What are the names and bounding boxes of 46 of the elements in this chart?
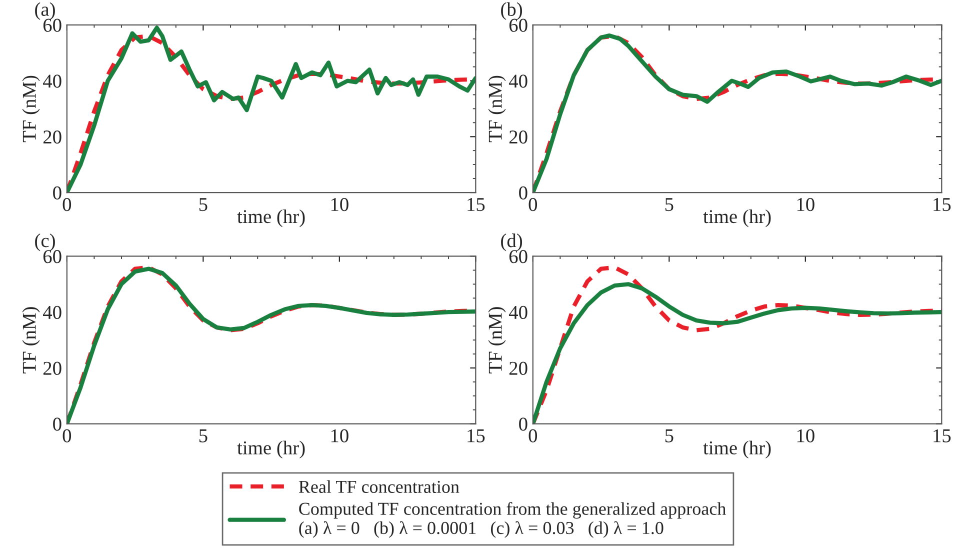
chart-title: (b) (501, 2, 522, 20)
y-tick-label: 20 (43, 130, 62, 144)
y-tick-label: 60 (43, 250, 62, 264)
chart-title: (d) (501, 234, 522, 252)
x-axis-title: time (hr) (703, 440, 771, 458)
y-tick-label: 0 (519, 186, 528, 200)
y-tick-label: 0 (53, 418, 62, 431)
y-axis-title: TF (nM) (22, 307, 40, 374)
legend-label: Computed TF concentration from the generalized approach (a) λ = 0 (b) λ = 0.0001 (c) λ = 0.03 (d) λ = 1.0 (299, 502, 726, 538)
x-tick-label: 5 (665, 429, 674, 442)
y-tick-label: 0 (519, 418, 528, 431)
x-tick-label: 10 (797, 198, 814, 212)
y-tick-label: 40 (42, 74, 62, 88)
y-axis-title: TF (nM) (22, 76, 40, 142)
x-tick-label: 15 (934, 198, 951, 212)
x-tick-label: 5 (199, 198, 208, 212)
x-tick-label: 15 (934, 429, 951, 442)
x-tick-label: 15 (468, 198, 485, 212)
y-tick-label: 20 (509, 362, 528, 375)
y-tick-label: 60 (43, 18, 62, 32)
x-tick-label: 15 (468, 429, 485, 442)
y-axis-title: TF (nM) (488, 76, 506, 142)
y-tick-label: 20 (509, 130, 528, 144)
x-tick-label: 0 (62, 198, 72, 212)
x-axis-title: time (hr) (237, 440, 305, 458)
y-axis-title: TF (nM) (488, 307, 506, 374)
y-tick-label: 60 (509, 18, 528, 32)
x-tick-label: 5 (199, 429, 208, 442)
y-tick-label: 40 (508, 306, 528, 320)
x-tick-label: 10 (331, 429, 348, 442)
y-tick-label: 0 (53, 186, 62, 200)
x-tick-label: 10 (331, 198, 348, 212)
y-tick-label: 20 (43, 362, 62, 375)
x-tick-label: 0 (528, 429, 538, 442)
x-tick-label: 0 (528, 198, 538, 212)
chart-title: (c) (35, 234, 55, 252)
x-axis-title: time (hr) (703, 209, 771, 228)
y-tick-label: 40 (42, 306, 62, 320)
chart-title: (a) (35, 2, 55, 20)
y-tick-label: 40 (508, 74, 528, 88)
legend-label: Real TF concentration (298, 480, 460, 493)
x-tick-label: 0 (62, 429, 72, 442)
x-tick-label: 5 (665, 198, 674, 212)
y-tick-label: 60 (509, 250, 528, 264)
x-axis-title: time (hr) (237, 209, 305, 228)
x-tick-label: 10 (797, 429, 814, 442)
